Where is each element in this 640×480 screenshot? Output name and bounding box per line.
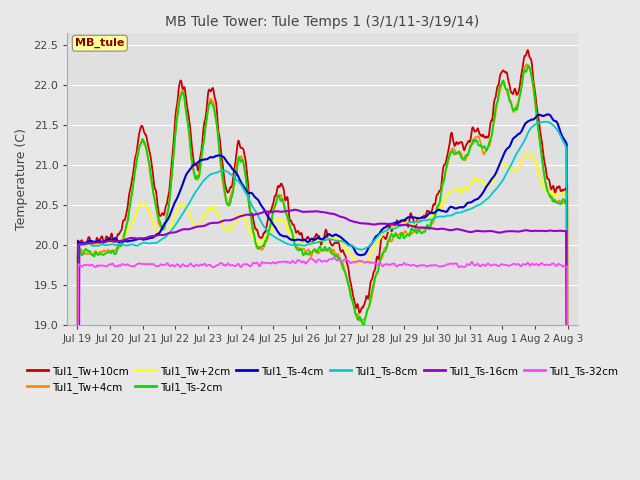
- Tul1_Tw+2cm: [362, 260, 370, 265]
- Tul1_Ts-8cm: [547, 121, 555, 127]
- Y-axis label: Temperature (C): Temperature (C): [15, 128, 28, 230]
- Tul1_Ts-4cm: [277, 232, 285, 238]
- Tul1_Tw+4cm: [362, 312, 370, 318]
- Tul1_Ts-16cm: [97, 240, 104, 245]
- Tul1_Tw+2cm: [97, 240, 104, 246]
- Line: Tul1_Ts-4cm: Tul1_Ts-4cm: [77, 114, 568, 480]
- Tul1_Ts-2cm: [547, 194, 555, 200]
- Tul1_Ts-16cm: [291, 207, 299, 213]
- Tul1_Tw+10cm: [164, 193, 172, 199]
- Tul1_Ts-2cm: [97, 252, 104, 257]
- Tul1_Tw+2cm: [547, 191, 555, 196]
- Tul1_Tw+4cm: [540, 168, 547, 174]
- Tul1_Tw+10cm: [540, 154, 547, 160]
- Tul1_Ts-32cm: [97, 263, 104, 268]
- Tul1_Ts-32cm: [330, 254, 338, 260]
- Line: Tul1_Tw+2cm: Tul1_Tw+2cm: [77, 154, 568, 480]
- Tul1_Ts-32cm: [540, 262, 547, 267]
- Tul1_Ts-16cm: [363, 221, 371, 227]
- Line: Tul1_Ts-8cm: Tul1_Ts-8cm: [77, 122, 568, 480]
- Tul1_Ts-8cm: [540, 119, 547, 125]
- Line: Tul1_Ts-16cm: Tul1_Ts-16cm: [77, 210, 568, 480]
- Tul1_Ts-32cm: [363, 259, 371, 265]
- Tul1_Ts-16cm: [277, 209, 285, 215]
- Tul1_Ts-16cm: [540, 228, 547, 234]
- Tul1_Ts-32cm: [277, 259, 285, 265]
- Tul1_Tw+2cm: [540, 184, 547, 190]
- Tul1_Tw+10cm: [97, 235, 104, 241]
- Tul1_Ts-2cm: [164, 206, 172, 212]
- Tul1_Ts-4cm: [97, 239, 104, 244]
- Tul1_Ts-2cm: [540, 168, 547, 174]
- Tul1_Ts-4cm: [362, 250, 370, 255]
- Tul1_Tw+4cm: [277, 192, 285, 198]
- Tul1_Tw+4cm: [164, 207, 172, 213]
- Tul1_Tw+4cm: [547, 196, 555, 202]
- Tul1_Tw+4cm: [523, 61, 531, 67]
- Tul1_Ts-8cm: [277, 238, 285, 243]
- Tul1_Ts-16cm: [164, 230, 172, 236]
- Line: Tul1_Ts-32cm: Tul1_Ts-32cm: [77, 257, 568, 480]
- Tul1_Ts-16cm: [547, 228, 555, 233]
- Tul1_Ts-4cm: [547, 114, 555, 120]
- Tul1_Tw+10cm: [277, 181, 285, 187]
- Line: Tul1_Tw+4cm: Tul1_Tw+4cm: [77, 64, 568, 480]
- Tul1_Tw+2cm: [525, 151, 532, 157]
- Tul1_Ts-4cm: [543, 111, 550, 117]
- Tul1_Ts-32cm: [164, 261, 172, 267]
- Tul1_Tw+10cm: [524, 47, 532, 53]
- Tul1_Ts-4cm: [540, 113, 547, 119]
- Title: MB Tule Tower: Tule Temps 1 (3/1/11-3/19/14): MB Tule Tower: Tule Temps 1 (3/1/11-3/19…: [165, 15, 479, 29]
- Tul1_Tw+2cm: [277, 217, 285, 223]
- Tul1_Ts-32cm: [547, 261, 555, 267]
- Tul1_Ts-8cm: [164, 231, 172, 237]
- Tul1_Ts-8cm: [543, 119, 551, 125]
- Text: MB_tule: MB_tule: [75, 38, 125, 48]
- Tul1_Ts-8cm: [362, 245, 370, 251]
- Tul1_Ts-4cm: [164, 216, 172, 221]
- Tul1_Ts-2cm: [524, 62, 532, 68]
- Legend: Tul1_Tw+10cm, Tul1_Tw+4cm, Tul1_Tw+2cm, Tul1_Ts-2cm, Tul1_Ts-4cm, Tul1_Ts-8cm, T: Tul1_Tw+10cm, Tul1_Tw+4cm, Tul1_Tw+2cm, …: [27, 366, 618, 393]
- Tul1_Tw+2cm: [164, 230, 172, 236]
- Line: Tul1_Ts-2cm: Tul1_Ts-2cm: [77, 65, 568, 480]
- Tul1_Ts-2cm: [362, 312, 370, 317]
- Tul1_Tw+10cm: [547, 186, 555, 192]
- Tul1_Ts-2cm: [277, 198, 285, 204]
- Line: Tul1_Tw+10cm: Tul1_Tw+10cm: [77, 50, 568, 480]
- Tul1_Tw+4cm: [97, 249, 104, 255]
- Tul1_Ts-8cm: [97, 242, 104, 248]
- Tul1_Tw+10cm: [362, 294, 370, 300]
